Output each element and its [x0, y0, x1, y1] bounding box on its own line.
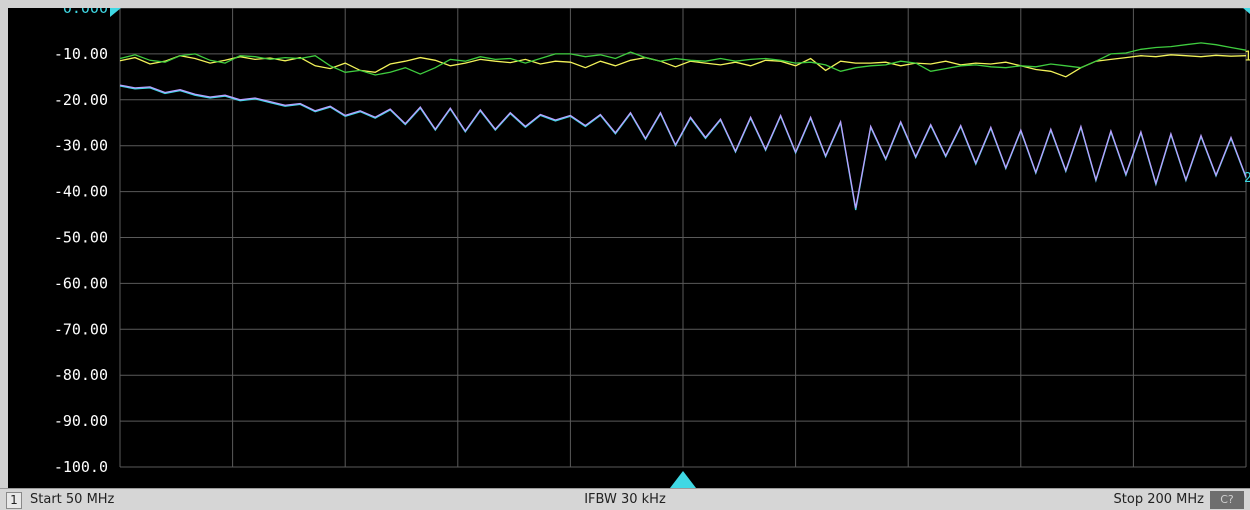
- y-tick-label: -50.00: [54, 229, 108, 247]
- y-tick-label: -40.00: [54, 183, 108, 201]
- y-tick-label: -70.00: [54, 320, 108, 338]
- trace-plot[interactable]: 0.000 -10.00 -20.00 -30.00 -40.00 -50.00 -60.0…: [8, 8, 1250, 488]
- marker-label-2: 1: [679, 8, 687, 12]
- marker-label-3: 1: [679, 8, 687, 12]
- reference-level-marker: [110, 8, 121, 17]
- start-frequency[interactable]: Start 50 MHz: [30, 492, 115, 507]
- y-tick-label: -30.00: [54, 137, 108, 155]
- trace-display: 0.000 -10.00 -20.00 -30.00 -40.00 -50.00 -60.0…: [8, 8, 1250, 488]
- trace-line-4: [119, 84, 1247, 209]
- y-tick-label: -20.00: [54, 91, 108, 109]
- y-tick-label: -90.00: [54, 412, 108, 430]
- stop-frequency[interactable]: Stop 200 MHz: [1113, 492, 1204, 507]
- y-tick-label: -80.00: [54, 366, 108, 384]
- status-bar: 1 Start 50 MHz IFBW 30 kHz Stop 200 MHz …: [0, 488, 1250, 510]
- channel-number[interactable]: 1: [6, 492, 22, 509]
- reference-level-marker-right: [1243, 8, 1250, 14]
- trace-end-label: 2: [1244, 171, 1250, 186]
- y-tick-label: -60.00: [54, 274, 108, 292]
- y-tick-label: 0.000: [63, 8, 108, 17]
- analyzer-frame: 0.000 -10.00 -20.00 -30.00 -40.00 -50.00 -60.0…: [8, 8, 1250, 488]
- y-tick-label: -100.0: [54, 458, 108, 476]
- plot-background: [8, 8, 1250, 488]
- ifbw-value[interactable]: IFBW 30 kHz: [584, 492, 666, 507]
- trace-line-2: [119, 42, 1247, 76]
- stimulus-position-marker: [670, 471, 696, 488]
- calibration-badge[interactable]: C?: [1210, 491, 1244, 509]
- marker-label-1: 1: [679, 8, 687, 12]
- trace-line-1: [119, 54, 1247, 78]
- trace-end-label: 1: [1244, 50, 1250, 65]
- y-tick-label: -10.00: [54, 45, 108, 63]
